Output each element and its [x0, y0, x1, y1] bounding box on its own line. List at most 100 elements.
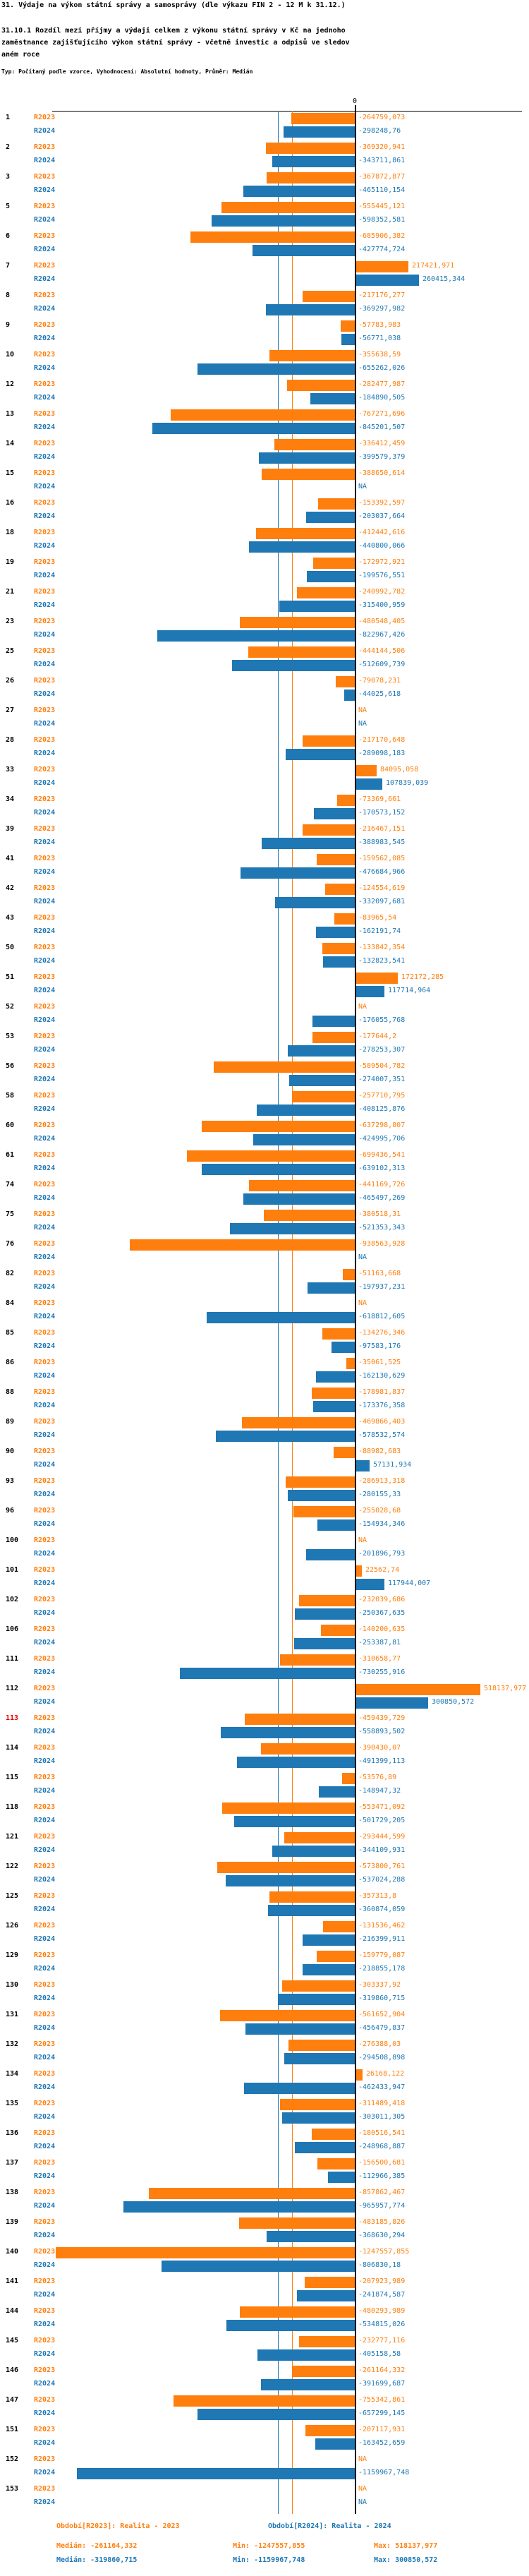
- bar-r2023[interactable]: [293, 1506, 355, 1517]
- bar-r2024[interactable]: [316, 1371, 355, 1383]
- bar-r2023[interactable]: [303, 735, 355, 747]
- bar-r2024[interactable]: [316, 927, 355, 938]
- bar-r2023[interactable]: [256, 528, 355, 539]
- bar-r2024[interactable]: [297, 2290, 355, 2301]
- bar-r2024[interactable]: [323, 956, 355, 968]
- bar-r2024[interactable]: [257, 1105, 355, 1116]
- bar-r2024[interactable]: [295, 1608, 355, 1620]
- bar-r2023[interactable]: [313, 558, 355, 569]
- bar-r2023[interactable]: [284, 1832, 355, 1843]
- bar-r2023[interactable]: [248, 646, 355, 658]
- bar-r2024[interactable]: [294, 1638, 355, 1649]
- bar-r2024[interactable]: [243, 186, 355, 197]
- bar-r2023[interactable]: [318, 498, 355, 510]
- bar-r2024[interactable]: [279, 601, 355, 612]
- bar-r2024[interactable]: [221, 1727, 355, 1738]
- bar-r2023[interactable]: [312, 2129, 355, 2140]
- bar-r2024[interactable]: [180, 1668, 355, 1679]
- bar-r2024[interactable]: [249, 541, 355, 553]
- bar-r2023[interactable]: [214, 1061, 355, 1073]
- bar-r2024[interactable]: [253, 1134, 355, 1145]
- bar-r2023[interactable]: [174, 2395, 355, 2407]
- bar-r2024[interactable]: [314, 808, 355, 819]
- bar-r2023[interactable]: [274, 439, 355, 450]
- bar-r2023[interactable]: [312, 1388, 355, 1399]
- bar-r2024[interactable]: [306, 1549, 355, 1560]
- bar-r2024[interactable]: [216, 1431, 355, 1442]
- bar-r2024[interactable]: [253, 245, 355, 256]
- bar-r2024[interactable]: [303, 1934, 355, 1946]
- bar-r2023[interactable]: [240, 617, 355, 628]
- bar-r2024[interactable]: [226, 1875, 355, 1886]
- bar-r2024[interactable]: [234, 1816, 355, 1827]
- bar-r2023[interactable]: [317, 1951, 355, 1962]
- bar-r2023[interactable]: [334, 1447, 355, 1458]
- bar-r2024[interactable]: [237, 1757, 355, 1768]
- bar-r2023[interactable]: [343, 1269, 355, 1280]
- bar-r2023[interactable]: [356, 1684, 480, 1695]
- bar-r2023[interactable]: [334, 913, 355, 925]
- bar-r2024[interactable]: [243, 1193, 355, 1205]
- bar-r2023[interactable]: [262, 469, 355, 480]
- bar-r2024[interactable]: [245, 2023, 355, 2035]
- bar-r2023[interactable]: [288, 2040, 355, 2051]
- bar-r2023[interactable]: [303, 824, 355, 836]
- bar-r2024[interactable]: [272, 1846, 355, 1857]
- bar-r2023[interactable]: [187, 1150, 355, 1162]
- bar-r2023[interactable]: [171, 409, 355, 421]
- bar-r2023[interactable]: [269, 350, 355, 361]
- bar-r2024[interactable]: [282, 2112, 355, 2124]
- bar-r2024[interactable]: [212, 215, 355, 227]
- bar-r2023[interactable]: [305, 2425, 355, 2436]
- bar-r2023[interactable]: [149, 2188, 355, 2199]
- bar-r2023[interactable]: [305, 2277, 355, 2288]
- bar-r2023[interactable]: [317, 854, 355, 865]
- bar-r2023[interactable]: [282, 1980, 355, 1992]
- bar-r2023[interactable]: [293, 1091, 355, 1102]
- bar-r2024[interactable]: [207, 1312, 355, 1323]
- bar-r2024[interactable]: [267, 2231, 355, 2242]
- bar-r2023[interactable]: [356, 973, 398, 984]
- bar-r2024[interactable]: [356, 1460, 370, 1471]
- bar-r2023[interactable]: [280, 2099, 355, 2110]
- bar-r2023[interactable]: [337, 795, 355, 806]
- bar-r2024[interactable]: [257, 2349, 355, 2361]
- bar-r2023[interactable]: [342, 1773, 355, 1784]
- bar-r2023[interactable]: [249, 1180, 355, 1191]
- bar-r2023[interactable]: [261, 1743, 355, 1755]
- bar-r2023[interactable]: [269, 1891, 355, 1903]
- bar-r2023[interactable]: [202, 1121, 355, 1132]
- bar-r2024[interactable]: [226, 2320, 355, 2331]
- bar-r2024[interactable]: [197, 363, 355, 375]
- bar-r2024[interactable]: [295, 2142, 355, 2153]
- bar-r2024[interactable]: [77, 2468, 355, 2479]
- bar-r2023[interactable]: [221, 202, 355, 213]
- bar-r2023[interactable]: [317, 2158, 355, 2169]
- bar-r2023[interactable]: [321, 1625, 355, 1636]
- bar-r2024[interactable]: [328, 2172, 355, 2183]
- bar-r2024[interactable]: [313, 1401, 355, 1412]
- bar-r2023[interactable]: [356, 1565, 362, 1577]
- bar-r2024[interactable]: [317, 1519, 355, 1531]
- bar-r2024[interactable]: [308, 1282, 355, 1294]
- bar-r2024[interactable]: [157, 630, 355, 642]
- bar-r2024[interactable]: [152, 423, 355, 434]
- bar-r2024[interactable]: [344, 690, 355, 701]
- bar-r2024[interactable]: [230, 1223, 355, 1234]
- bar-r2024[interactable]: [197, 2409, 355, 2420]
- bar-r2024[interactable]: [202, 1164, 355, 1175]
- bar-r2024[interactable]: [241, 867, 355, 879]
- bar-r2023[interactable]: [266, 143, 355, 154]
- bar-r2023[interactable]: [287, 380, 355, 391]
- bar-r2023[interactable]: [341, 320, 355, 332]
- bar-r2023[interactable]: [322, 1328, 355, 1340]
- bar-r2024[interactable]: [162, 2261, 355, 2272]
- bar-r2023[interactable]: [299, 1595, 355, 1606]
- bar-r2024[interactable]: [262, 838, 355, 849]
- bar-r2024[interactable]: [332, 1342, 355, 1353]
- bar-r2024[interactable]: [356, 778, 382, 790]
- bar-r2023[interactable]: [323, 1921, 355, 1932]
- bar-r2024[interactable]: [275, 897, 355, 908]
- bar-r2024[interactable]: [341, 334, 355, 345]
- bar-r2024[interactable]: [284, 2053, 355, 2064]
